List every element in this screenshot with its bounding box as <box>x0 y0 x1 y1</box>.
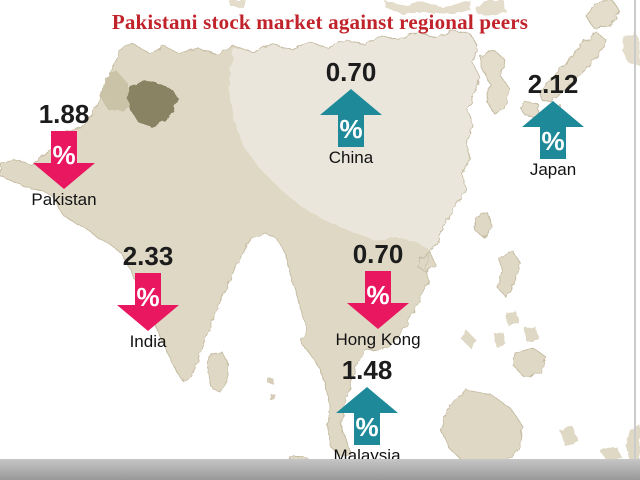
country-label-india: India <box>129 332 167 351</box>
percent-sign: % <box>541 126 564 156</box>
sulawesi-edge <box>626 424 640 470</box>
down-arrow-icon: % <box>33 131 95 189</box>
philippines-visayas-1 <box>505 311 519 326</box>
percent-sign: % <box>136 282 159 312</box>
philippines-luzon <box>496 250 521 299</box>
siberia-patch <box>228 0 246 8</box>
kashmir-highlight <box>127 80 179 127</box>
down-arrow-icon: % <box>347 271 409 329</box>
change-value-hong-kong: 0.70 <box>352 239 404 269</box>
bottom-bar <box>0 459 640 480</box>
country-label-japan: Japan <box>529 160 577 179</box>
country-label-pakistan: Pakistan <box>31 190 97 209</box>
chart-title: Pakistani stock market against regional … <box>111 10 529 34</box>
change-value-pakistan: 1.88 <box>38 99 90 129</box>
island-east-2 <box>600 446 622 463</box>
philippines-visayas-2 <box>524 326 539 342</box>
indicator-pakistan: 1.88 % Pakistan <box>9 100 119 209</box>
philippines-visayas-3 <box>494 332 506 347</box>
indicator-china: 0.70 % China <box>296 58 406 167</box>
philippines-mindanao <box>512 347 547 378</box>
country-label-hong-kong: Hong Kong <box>335 330 421 349</box>
change-value-china: 0.70 <box>325 57 377 87</box>
japan-honshu <box>539 31 607 103</box>
down-arrow-icon: % <box>117 273 179 331</box>
percent-sign: % <box>52 140 75 170</box>
percent-sign: % <box>339 114 362 144</box>
japan-hokkaido <box>585 0 621 29</box>
percent-sign: % <box>366 280 389 310</box>
indicator-hong-kong: 0.70 % Hong Kong <box>323 240 433 349</box>
andaman-1 <box>268 378 273 384</box>
change-value-japan: 2.12 <box>527 69 579 99</box>
indicator-malaysia: 1.48 % Malaysia <box>312 356 422 465</box>
andaman-2 <box>270 394 275 400</box>
percent-sign: % <box>355 412 378 442</box>
sri-lanka <box>207 351 229 393</box>
up-arrow-icon: % <box>522 101 584 159</box>
mainland-outline <box>0 29 481 458</box>
japan-kyushu <box>520 101 539 119</box>
taiwan <box>474 211 493 239</box>
palawan <box>461 330 477 350</box>
country-label-china: China <box>328 148 374 167</box>
up-arrow-icon: % <box>320 89 382 147</box>
sakhalin <box>476 0 506 16</box>
up-arrow-icon: % <box>336 387 398 445</box>
indicator-japan: 2.12 % Japan <box>498 70 608 179</box>
right-edge-divider <box>634 0 636 459</box>
siberia-coast <box>384 0 470 14</box>
indicator-india: 2.33 % India <box>93 242 203 351</box>
korea <box>479 49 511 114</box>
change-value-malaysia: 1.48 <box>341 355 393 385</box>
island-east-1 <box>560 426 578 447</box>
change-value-india: 2.33 <box>122 241 174 271</box>
